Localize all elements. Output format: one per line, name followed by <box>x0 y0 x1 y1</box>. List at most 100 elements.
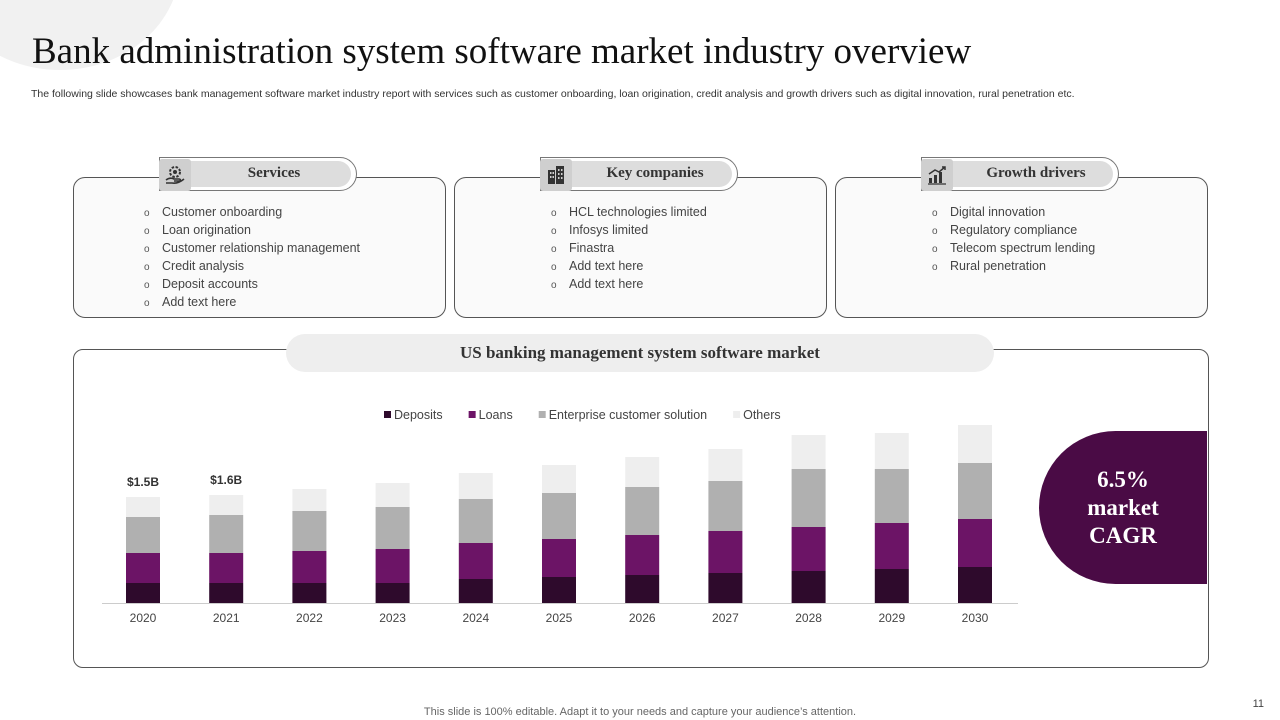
legend-label: Others <box>743 408 781 422</box>
bullet-icon: o <box>144 226 150 237</box>
services-card: o Customer onboarding o Loan origination o Cu… <box>73 177 446 318</box>
services-list: o Customer onboarding o Loan origination o Cu… <box>144 204 360 312</box>
cagr-value: 6.5% <box>1097 466 1149 492</box>
growth-drivers-card: o Digital innovation o Regulatory complianc… <box>835 177 1208 318</box>
tab-fill <box>925 161 1113 187</box>
bullet-icon: o <box>932 226 938 237</box>
bar-segment-loans <box>625 535 660 575</box>
bar-segment-enterprise-customer-solution <box>292 511 327 551</box>
cagr-text: 6.5% market CAGR <box>1063 466 1183 550</box>
growth-drivers-list: o Digital innovation o Regulatory complianc… <box>932 204 1095 276</box>
bar-segment-loans <box>874 523 909 569</box>
bar-segment-others <box>625 457 660 487</box>
bar-segment-deposits <box>126 583 160 603</box>
list-item: o Regulatory compliance <box>932 222 1095 240</box>
x-tick-label: 2026 <box>629 611 656 625</box>
list-item-text: Digital innovation <box>950 205 1046 219</box>
bar-segment-loans <box>791 527 826 571</box>
bullet-icon: o <box>144 244 150 255</box>
list-item: o Credit analysis <box>144 258 360 276</box>
x-tick-label: 2022 <box>296 611 323 625</box>
page-number: 11 <box>1252 698 1264 710</box>
bullet-icon: o <box>932 244 938 255</box>
bar-segment-others <box>542 465 576 493</box>
legend-swatch <box>384 411 391 418</box>
bar-segment-others <box>708 449 743 481</box>
bar-segment-others <box>958 425 992 463</box>
bar-segment-enterprise-customer-solution <box>209 515 244 553</box>
list-item-text: Loan origination <box>162 223 251 237</box>
bar-segment-enterprise-customer-solution <box>708 481 743 531</box>
data-label: $1.5B <box>127 475 159 489</box>
list-item-text: Telecom spectrum lending <box>950 241 1096 255</box>
list-item: o Add text here <box>144 294 360 312</box>
list-item: o Add text here <box>551 258 707 276</box>
bar-segment-enterprise-customer-solution <box>874 469 909 523</box>
page-title: Bank administration system software mark… <box>32 31 972 72</box>
x-tick-label: 2024 <box>462 611 489 625</box>
x-tick-label: 2021 <box>213 611 240 625</box>
bar-segment-loans <box>375 549 410 583</box>
cagr-line3: CAGR <box>1089 522 1157 548</box>
growth-drivers-label: Growth drivers <box>986 165 1086 181</box>
bar-segment-deposits <box>375 583 410 603</box>
list-item: o Customer relationship management <box>144 240 360 258</box>
bar-segment-others <box>209 495 244 515</box>
bar-segment-deposits <box>458 579 493 603</box>
key-companies-label: Key companies <box>606 165 704 181</box>
services-label: Services <box>247 165 301 181</box>
gear-hand-icon <box>159 159 191 191</box>
legend-label: Loans <box>479 408 513 422</box>
list-item-text: Add text here <box>569 259 644 273</box>
bar-segment-deposits <box>874 569 909 603</box>
list-item-text: Infosys limited <box>569 223 649 237</box>
list-item-text: Add text here <box>162 295 237 309</box>
bar-segment-loans <box>126 553 160 583</box>
list-item-text: Credit analysis <box>162 259 244 273</box>
tab-fill <box>163 161 351 187</box>
list-item: o Telecom spectrum lending <box>932 240 1095 258</box>
bar-segment-deposits <box>791 571 826 603</box>
list-item: o Infosys limited <box>551 222 707 240</box>
bar-segment-loans <box>542 539 576 577</box>
bullet-icon: o <box>551 226 557 237</box>
bar-segment-deposits <box>542 577 576 603</box>
bullet-icon: o <box>551 208 557 219</box>
bar-segment-enterprise-customer-solution <box>958 463 992 519</box>
bar-segment-others <box>126 497 160 517</box>
bar-segment-others <box>375 483 410 507</box>
legend-label: Enterprise customer solution <box>549 408 707 422</box>
legend-swatch <box>468 411 476 418</box>
bar-segment-loans <box>292 551 327 583</box>
list-item-text: Rural penetration <box>950 259 1046 273</box>
bullet-icon: o <box>144 208 150 219</box>
bar-segment-deposits <box>958 567 992 603</box>
x-tick-label: 2028 <box>795 611 822 625</box>
bar-segment-others <box>791 435 826 469</box>
list-item: o Loan origination <box>144 222 360 240</box>
growth-chart-icon <box>921 159 953 191</box>
bar-segment-deposits <box>625 575 660 603</box>
list-item: o HCL technologies limited <box>551 204 707 222</box>
list-item: o Rural penetration <box>932 258 1095 276</box>
list-item: o Finastra <box>551 240 707 258</box>
key-companies-list: o HCL technologies limited o Infosys limite… <box>551 204 707 294</box>
x-tick-label: 2025 <box>546 611 573 625</box>
bar-segment-enterprise-customer-solution <box>458 499 493 543</box>
bullet-icon: o <box>551 280 557 291</box>
bar-segment-loans <box>708 531 743 573</box>
legend-swatch <box>538 411 546 418</box>
cagr-badge: 6.5% market CAGR <box>1039 431 1207 584</box>
x-tick-label: 2029 <box>878 611 905 625</box>
bullet-icon: o <box>144 298 150 309</box>
list-item: o Customer onboarding <box>144 204 360 222</box>
bullet-icon: o <box>551 244 557 255</box>
footer-note: This slide is 100% editable. Adapt it to… <box>423 706 857 718</box>
page-subtitle: The following slide showcases bank manag… <box>31 88 1075 100</box>
bar-segment-enterprise-customer-solution <box>542 493 576 539</box>
bar-segment-deposits <box>292 583 327 603</box>
list-item-text: Regulatory compliance <box>950 223 1078 237</box>
bar-segment-enterprise-customer-solution <box>625 487 660 535</box>
bar-segment-loans <box>958 519 992 567</box>
chart-title: US banking management system software ma… <box>286 334 994 372</box>
